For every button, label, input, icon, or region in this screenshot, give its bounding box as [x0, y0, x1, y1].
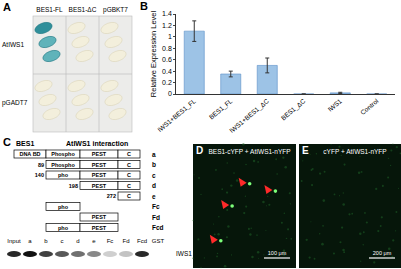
svg-text:pGADT7: pGADT7 — [2, 99, 28, 107]
svg-text:GST: GST — [152, 238, 165, 244]
svg-text:Control: Control — [359, 97, 380, 116]
svg-text:C: C — [127, 162, 131, 168]
svg-text:d: d — [76, 238, 79, 244]
svg-text:c: c — [61, 238, 64, 244]
svg-text:1.2: 1.2 — [162, 22, 172, 29]
svg-text:b: b — [44, 238, 48, 244]
svg-text:BES1: BES1 — [16, 140, 34, 147]
svg-text:BES1_FL: BES1_FL — [208, 97, 235, 121]
svg-text:BES1-cYFP + AtIWS1-nYFP: BES1-cYFP + AtIWS1-nYFP — [208, 148, 290, 155]
svg-text:Phospho: Phospho — [51, 162, 75, 168]
svg-text:PEST: PEST — [92, 183, 107, 189]
svg-text:0: 0 — [168, 90, 172, 97]
svg-text:pho: pho — [58, 225, 69, 231]
svg-text:Fd: Fd — [152, 214, 160, 221]
svg-text:e: e — [152, 193, 156, 200]
svg-text:e: e — [92, 238, 96, 244]
svg-text:0.2: 0.2 — [162, 79, 172, 86]
svg-text:PEST: PEST — [92, 151, 107, 157]
svg-text:BES1_ΔC: BES1_ΔC — [280, 97, 308, 122]
svg-text:pGBKT7: pGBKT7 — [103, 6, 128, 14]
svg-text:E: E — [302, 145, 309, 156]
svg-text:Fcd: Fcd — [152, 224, 164, 231]
svg-text:BES1-FL: BES1-FL — [36, 6, 63, 13]
svg-text:AtIWS1 interaction: AtIWS1 interaction — [66, 140, 128, 147]
svg-text:272: 272 — [107, 193, 116, 199]
svg-text:C: C — [127, 193, 131, 199]
svg-text:C: C — [3, 136, 11, 148]
svg-text:Fd: Fd — [122, 238, 129, 244]
svg-text:BES1-ΔC: BES1-ΔC — [69, 6, 97, 13]
svg-text:b: b — [152, 161, 156, 168]
svg-text:DNA BD: DNA BD — [19, 151, 40, 157]
svg-text:a: a — [152, 151, 156, 158]
svg-text:C: C — [127, 151, 131, 157]
svg-text:pho: pho — [58, 204, 69, 210]
svg-text:100 μm: 100 μm — [268, 250, 287, 256]
svg-text:PEST: PEST — [92, 172, 107, 178]
svg-text:Fc: Fc — [152, 203, 160, 210]
svg-text:AtIWS1: AtIWS1 — [2, 41, 24, 48]
svg-text:IWS1+BES1_FL: IWS1+BES1_FL — [156, 97, 198, 134]
svg-text:140: 140 — [35, 172, 44, 178]
svg-text:IWS1+BES1_ΔC: IWS1+BES1_ΔC — [228, 97, 271, 135]
svg-text:IWS1: IWS1 — [176, 250, 192, 257]
svg-text:pho: pho — [58, 172, 69, 178]
svg-text:a: a — [28, 238, 32, 244]
svg-text:0.4: 0.4 — [162, 68, 172, 75]
svg-text:Phospho: Phospho — [51, 151, 75, 157]
svg-text:IWS1: IWS1 — [326, 97, 343, 113]
html-text:B: B — [140, 0, 148, 12]
svg-text:Fc: Fc — [107, 238, 114, 244]
svg-text:C: C — [127, 183, 131, 189]
svg-text:Input: Input — [7, 238, 21, 244]
svg-text:89: 89 — [38, 162, 44, 168]
svg-text:1: 1 — [168, 33, 172, 40]
svg-text:C: C — [127, 172, 131, 178]
svg-text:Relative Expression Level: Relative Expression Level — [149, 11, 158, 98]
svg-text:A: A — [3, 1, 11, 13]
svg-text:c: c — [152, 172, 156, 179]
svg-text:1.4: 1.4 — [162, 10, 172, 17]
svg-text:PEST: PEST — [92, 225, 107, 231]
svg-text:200 μm: 200 μm — [373, 250, 392, 256]
svg-text:0.6: 0.6 — [162, 56, 172, 63]
svg-text:cYFP + AtIWS1-nYFP: cYFP + AtIWS1-nYFP — [323, 148, 386, 155]
svg-text:0.8: 0.8 — [162, 45, 172, 52]
svg-text:PEST: PEST — [92, 214, 107, 220]
svg-text:198: 198 — [69, 183, 78, 189]
svg-text:D: D — [196, 145, 203, 156]
svg-text:PEST: PEST — [92, 162, 107, 168]
svg-text:d: d — [152, 182, 156, 189]
svg-text:Fcd: Fcd — [137, 238, 147, 244]
